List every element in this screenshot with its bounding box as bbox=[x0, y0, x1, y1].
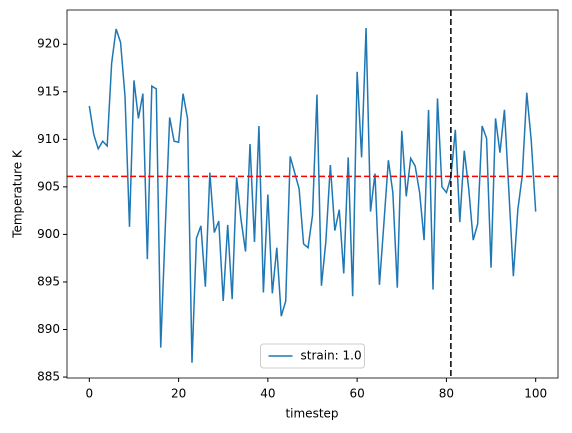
y-tick-label: 900 bbox=[37, 227, 60, 241]
legend-label: strain: 1.0 bbox=[301, 349, 362, 363]
plot-frame bbox=[66, 9, 559, 379]
y-tick-label: 905 bbox=[37, 179, 60, 193]
y-tick-label: 885 bbox=[37, 370, 60, 384]
y-tick-label: 890 bbox=[37, 322, 60, 336]
y-tick-label: 920 bbox=[37, 37, 60, 51]
x-tick-label: 80 bbox=[439, 387, 454, 401]
x-tick-label: 40 bbox=[260, 387, 275, 401]
x-tick-label: 100 bbox=[524, 387, 547, 401]
y-tick-label: 910 bbox=[37, 132, 60, 146]
x-tick-label: 60 bbox=[349, 387, 364, 401]
x-axis-label: timestep bbox=[285, 407, 338, 421]
y-tick-label: 895 bbox=[37, 274, 60, 288]
y-axis-label: Temperature K bbox=[11, 149, 25, 239]
x-tick-label: 20 bbox=[171, 387, 186, 401]
data-line bbox=[88, 28, 537, 363]
y-tick-label: 915 bbox=[37, 84, 60, 98]
legend-box bbox=[260, 343, 365, 369]
x-tick-label: 0 bbox=[85, 387, 93, 401]
